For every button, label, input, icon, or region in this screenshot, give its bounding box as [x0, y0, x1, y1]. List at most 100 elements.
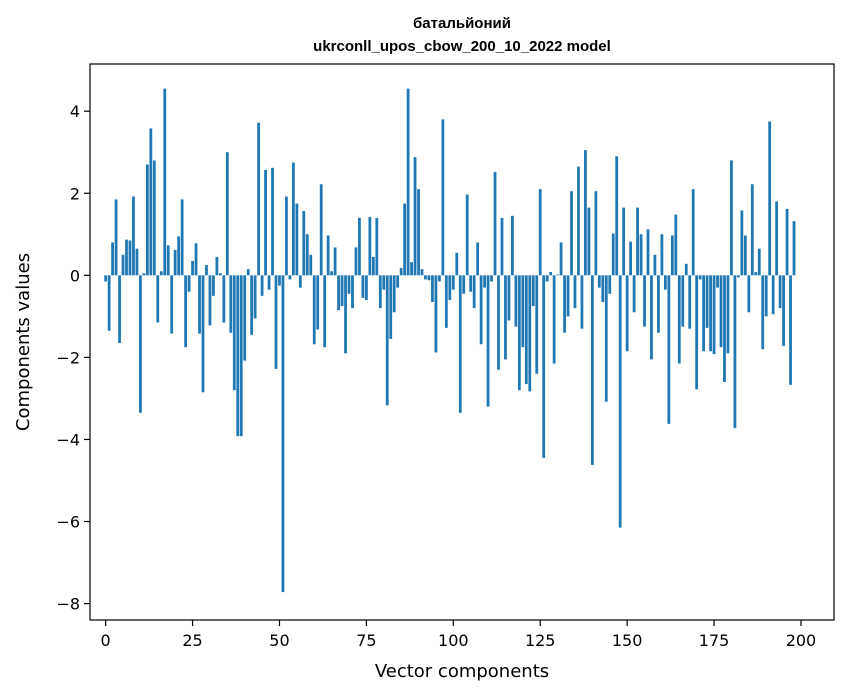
bar — [410, 262, 413, 276]
bar — [702, 275, 706, 352]
y-tick-label: −4 — [56, 430, 80, 449]
bar — [587, 207, 591, 276]
bar — [288, 275, 292, 280]
bar — [733, 275, 737, 428]
bar — [438, 275, 441, 282]
bar — [778, 275, 782, 309]
bar — [761, 275, 765, 350]
bar — [563, 275, 566, 333]
bar — [222, 275, 226, 323]
chart-title: батальйоний — [413, 15, 511, 32]
bar — [243, 275, 247, 361]
bar — [632, 275, 636, 313]
bar — [608, 275, 612, 294]
bar — [274, 275, 278, 369]
bar — [667, 275, 671, 424]
bar — [396, 275, 400, 288]
bar — [403, 203, 407, 276]
bar — [535, 275, 539, 374]
bar — [615, 156, 619, 276]
bar — [688, 275, 692, 329]
bar — [431, 275, 434, 302]
bar — [351, 275, 354, 309]
bar — [371, 256, 375, 276]
bar — [246, 269, 250, 276]
bar — [319, 184, 323, 276]
bar — [128, 240, 132, 276]
bar — [333, 247, 337, 276]
bar — [584, 150, 587, 276]
bar — [344, 275, 347, 354]
bar — [295, 203, 299, 276]
bar — [531, 275, 535, 307]
y-tick-label: −2 — [56, 348, 80, 367]
bar — [705, 275, 709, 328]
bar — [653, 254, 657, 276]
bar — [577, 166, 580, 276]
bar — [486, 275, 490, 407]
bar — [152, 160, 156, 276]
bar — [434, 275, 438, 353]
bar — [253, 275, 257, 319]
bar — [646, 229, 650, 276]
bar — [636, 207, 639, 276]
bar — [757, 248, 761, 276]
bar — [663, 275, 667, 290]
bar — [264, 169, 267, 276]
bar — [208, 275, 212, 326]
bar — [201, 275, 205, 393]
bar — [517, 275, 521, 391]
bar — [483, 275, 486, 288]
bar — [698, 275, 702, 280]
y-tick-label: 4 — [70, 102, 80, 121]
bar — [643, 275, 646, 327]
bar — [406, 88, 410, 276]
bar — [166, 245, 170, 276]
bar — [260, 275, 264, 296]
y-axis-label: Components values — [13, 253, 34, 431]
bar — [236, 275, 240, 437]
bar — [660, 234, 664, 276]
bar — [521, 275, 525, 348]
bar — [191, 260, 194, 276]
bar — [187, 275, 191, 292]
bar — [730, 160, 733, 276]
bar — [149, 128, 153, 276]
bar — [451, 275, 455, 290]
bar — [511, 215, 514, 276]
x-axis-label: Vector components — [375, 661, 549, 682]
bar — [424, 275, 427, 280]
bar — [549, 272, 553, 276]
bar — [413, 157, 417, 276]
bar — [507, 275, 511, 321]
bar — [323, 275, 327, 348]
bar — [604, 275, 608, 402]
y-axis: −8 −6 −4 −2 0 2 4 — [56, 102, 90, 614]
bar — [448, 275, 452, 300]
bar — [785, 208, 789, 276]
bar — [782, 275, 785, 346]
bar — [170, 275, 174, 334]
bar — [684, 263, 688, 276]
bar — [298, 275, 302, 288]
bar — [340, 275, 344, 307]
x-tick-label: 200 — [786, 631, 817, 650]
bar — [232, 275, 236, 391]
bar — [121, 254, 125, 276]
bar — [524, 275, 528, 385]
bar — [670, 235, 674, 276]
y-tick-label: −6 — [56, 513, 80, 532]
bar — [375, 217, 379, 276]
bar — [472, 275, 476, 309]
bar — [389, 275, 393, 339]
bar — [476, 242, 480, 276]
y-tick-label: 0 — [70, 266, 80, 285]
bar — [212, 275, 215, 296]
bar — [465, 194, 469, 276]
bar — [399, 267, 403, 276]
bar — [118, 275, 121, 344]
bar — [145, 164, 149, 276]
bar — [285, 196, 288, 276]
x-tick-label: 0 — [101, 631, 111, 650]
bar — [618, 275, 622, 528]
